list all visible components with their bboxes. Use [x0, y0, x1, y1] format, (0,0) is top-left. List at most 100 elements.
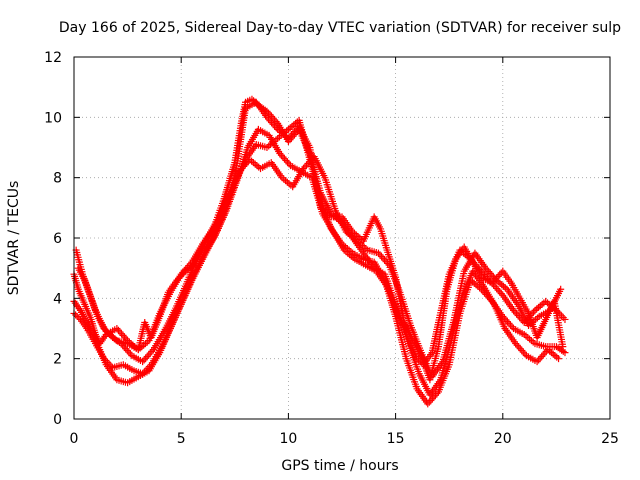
axis-ticks: 0 5 10 15 20 25 0 2 4 6 8 10 12: [44, 50, 619, 447]
data-point: [284, 134, 292, 142]
data-point: [494, 286, 502, 294]
data-point: [72, 311, 80, 319]
data-point: [283, 158, 291, 166]
data-point: [287, 131, 295, 139]
data-point: [123, 346, 131, 354]
data-point: [538, 353, 546, 361]
data-point: [119, 331, 127, 339]
data-point: [116, 328, 124, 336]
data-point: [508, 323, 516, 331]
data-point: [529, 308, 537, 316]
data-point: [491, 276, 499, 284]
data-point: [511, 308, 519, 316]
data-point: [376, 251, 384, 259]
data-point: [513, 341, 521, 349]
y-tick-label: 8: [53, 171, 62, 187]
x-axis-label: GPS time / hours: [281, 458, 398, 474]
data-point: [148, 347, 156, 355]
data-point: [488, 279, 496, 287]
data-point: [379, 254, 387, 262]
data-point: [515, 343, 523, 351]
data-point: [381, 256, 389, 264]
data-point: [263, 113, 271, 121]
data-point: [491, 283, 499, 291]
data-point: [301, 163, 309, 171]
data-point: [279, 153, 287, 161]
data-point: [424, 400, 432, 408]
data-point: [292, 126, 300, 134]
x-tick-label: 5: [177, 431, 186, 447]
data-point: [485, 268, 493, 276]
data-point: [557, 285, 565, 293]
data-point: [427, 396, 435, 404]
y-tick-label: 12: [44, 50, 62, 66]
data-point: [289, 129, 297, 137]
data-point: [536, 354, 544, 362]
chart-title: Day 166 of 2025, Sidereal Day-to-day VTE…: [59, 20, 621, 36]
data-point: [285, 160, 293, 168]
data-point: [535, 356, 543, 364]
data-point: [493, 274, 501, 282]
data-point: [555, 355, 563, 363]
data-point: [493, 284, 501, 292]
data-point: [486, 269, 494, 277]
data-point: [268, 119, 276, 127]
y-tick-label: 6: [53, 231, 62, 247]
data-point: [243, 159, 251, 167]
x-tick-label: 25: [601, 431, 619, 447]
data-point: [304, 159, 312, 167]
data-point: [428, 395, 436, 403]
data-point: [286, 133, 294, 141]
data-point: [541, 349, 549, 357]
data-point: [490, 278, 498, 286]
data-point: [496, 288, 504, 296]
data-point: [559, 343, 567, 351]
data-point: [277, 151, 285, 159]
data-point: [302, 161, 310, 169]
data-point: [126, 350, 134, 358]
data-point: [521, 350, 529, 358]
grid-lines: [74, 57, 610, 419]
data-point: [291, 128, 299, 136]
data-point: [271, 122, 279, 130]
data-point: [280, 155, 288, 163]
data-point: [146, 349, 154, 357]
data-point: [516, 345, 524, 353]
x-tick-label: 15: [387, 431, 405, 447]
data-point: [483, 266, 491, 274]
data-point: [506, 321, 514, 329]
data-point: [122, 335, 130, 343]
data-point: [533, 358, 541, 366]
data-point: [120, 343, 128, 351]
data-point: [482, 264, 490, 272]
data-point: [269, 120, 277, 128]
data-point: [276, 150, 284, 158]
data-point: [139, 358, 147, 366]
y-tick-label: 4: [53, 291, 62, 307]
data-point: [145, 351, 153, 359]
data-point: [519, 348, 527, 356]
data-point: [510, 306, 518, 314]
data-point: [494, 272, 502, 280]
data-points: [70, 95, 569, 408]
data-point: [264, 115, 272, 123]
x-tick-label: 10: [279, 431, 297, 447]
data-point: [117, 330, 125, 338]
data-point: [430, 393, 438, 401]
y-tick-label: 0: [53, 412, 62, 428]
data-point: [512, 340, 520, 348]
data-point: [500, 314, 508, 322]
data-point: [539, 351, 547, 359]
data-point: [518, 346, 526, 354]
data-point: [488, 271, 496, 279]
data-point: [425, 398, 433, 406]
data-point: [188, 262, 196, 270]
data-point: [266, 117, 274, 125]
data-point: [497, 290, 505, 298]
x-tick-label: 20: [494, 431, 512, 447]
data-point: [561, 315, 569, 323]
y-tick-label: 2: [53, 352, 62, 368]
data-point: [496, 271, 504, 279]
data-point: [125, 348, 133, 356]
